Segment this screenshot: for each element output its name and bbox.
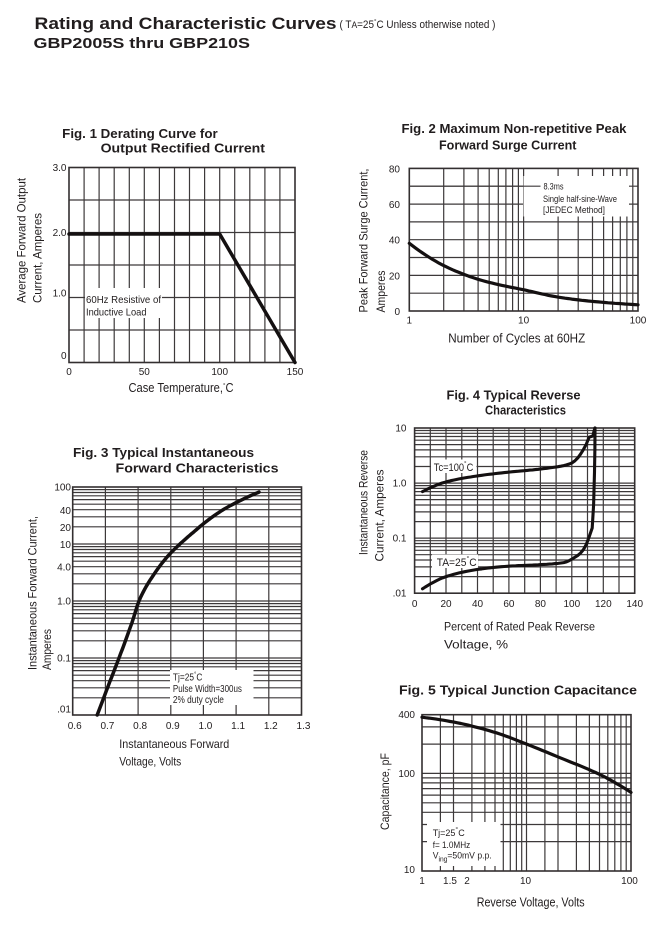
svg-text:8.3ms: 8.3ms bbox=[544, 181, 564, 191]
svg-text:80: 80 bbox=[389, 164, 401, 175]
svg-text:0.8: 0.8 bbox=[133, 721, 147, 732]
svg-text:120: 120 bbox=[595, 599, 612, 610]
svg-text:GBP2005S thru GBP210S: GBP2005S thru GBP210S bbox=[34, 35, 251, 52]
svg-text:Fig. 5 Typical Junction Capaci: Fig. 5 Typical Junction Capacitance bbox=[399, 683, 637, 698]
svg-text:Voltage, %: Voltage, % bbox=[444, 638, 508, 652]
svg-text:1.0: 1.0 bbox=[198, 721, 212, 732]
svg-text:0: 0 bbox=[394, 307, 400, 318]
svg-text:40: 40 bbox=[60, 506, 72, 517]
svg-text:150: 150 bbox=[287, 367, 304, 378]
svg-text:Amperes: Amperes bbox=[374, 271, 388, 313]
svg-text:Amperes: Amperes bbox=[40, 629, 54, 670]
svg-text:1.0: 1.0 bbox=[53, 289, 67, 300]
svg-text:2% duty cycle: 2% duty cycle bbox=[173, 695, 224, 706]
svg-text:60: 60 bbox=[503, 599, 515, 610]
svg-text:10: 10 bbox=[520, 876, 532, 887]
svg-text:Instantaneous Reverse: Instantaneous Reverse bbox=[357, 450, 371, 555]
svg-text:Case Temperature,°C: Case Temperature,°C bbox=[129, 381, 234, 395]
svg-text:0: 0 bbox=[66, 367, 72, 378]
svg-text:Forward Surge Current: Forward Surge Current bbox=[439, 138, 577, 153]
svg-text:20: 20 bbox=[60, 523, 72, 534]
svg-text:0.1: 0.1 bbox=[57, 654, 71, 665]
svg-text:Tj=25°C: Tj=25°C bbox=[173, 671, 203, 684]
svg-text:80: 80 bbox=[535, 599, 547, 610]
svg-text:0.7: 0.7 bbox=[100, 721, 114, 732]
svg-text:Output Rectified Current: Output Rectified Current bbox=[101, 141, 266, 156]
svg-text:Tj=25°C: Tj=25°C bbox=[433, 826, 465, 838]
svg-text:100: 100 bbox=[621, 876, 638, 887]
svg-text:Reverse Voltage, Volts: Reverse Voltage, Volts bbox=[477, 896, 585, 910]
svg-text:1.0: 1.0 bbox=[57, 597, 71, 608]
svg-text:40: 40 bbox=[472, 599, 484, 610]
svg-text:.01: .01 bbox=[57, 705, 71, 716]
svg-text:Instantaneous Forward: Instantaneous Forward bbox=[119, 737, 229, 751]
svg-text:Average Forward Output: Average Forward Output bbox=[15, 177, 29, 303]
svg-text:1.2: 1.2 bbox=[264, 721, 278, 732]
svg-text:[JEDEC Method]: [JEDEC Method] bbox=[543, 205, 605, 215]
svg-text:10: 10 bbox=[60, 540, 72, 551]
svg-text:Current, Amperes: Current, Amperes bbox=[31, 213, 45, 303]
svg-text:60: 60 bbox=[389, 200, 401, 211]
svg-text:100: 100 bbox=[630, 316, 647, 327]
svg-text:1.1: 1.1 bbox=[231, 721, 245, 732]
svg-text:100: 100 bbox=[54, 483, 71, 494]
svg-text:1: 1 bbox=[419, 876, 425, 887]
svg-text:2: 2 bbox=[464, 876, 470, 887]
svg-text:.01: .01 bbox=[393, 589, 407, 600]
svg-text:60Hz Resistive of: 60Hz Resistive of bbox=[86, 294, 161, 306]
svg-text:1: 1 bbox=[407, 316, 413, 327]
svg-text:1.3: 1.3 bbox=[297, 721, 311, 732]
svg-text:Number of Cycles at 60HZ: Number of Cycles at 60HZ bbox=[448, 332, 585, 346]
svg-text:50: 50 bbox=[139, 367, 151, 378]
svg-text:Tc=100°C: Tc=100°C bbox=[434, 459, 474, 474]
svg-text:100: 100 bbox=[398, 769, 415, 780]
svg-text:Peak Forward Surge Current,: Peak Forward Surge Current, bbox=[357, 169, 371, 313]
svg-text:1.0: 1.0 bbox=[393, 479, 407, 490]
svg-text:40: 40 bbox=[389, 236, 401, 247]
svg-text:Capacitance, pF: Capacitance, pF bbox=[378, 753, 392, 830]
svg-text:2.0: 2.0 bbox=[53, 228, 67, 239]
svg-text:Percent of Rated Peak Reverse: Percent of Rated Peak Reverse bbox=[444, 620, 595, 634]
svg-text:0.1: 0.1 bbox=[393, 534, 407, 545]
svg-text:100: 100 bbox=[563, 599, 580, 610]
svg-text:Fig. 2 Maximum Non-repetitive: Fig. 2 Maximum Non-repetitive Peak bbox=[402, 121, 628, 136]
svg-text:Fig. 1 Derating Curve for: Fig. 1 Derating Curve for bbox=[62, 126, 218, 141]
svg-text:Fig. 4 Typical Reverse: Fig. 4 Typical Reverse bbox=[447, 388, 581, 403]
svg-text:Instantaneous Forward Current,: Instantaneous Forward Current, bbox=[26, 516, 40, 670]
svg-text:0: 0 bbox=[412, 599, 418, 610]
svg-text:100: 100 bbox=[211, 367, 228, 378]
svg-text:20: 20 bbox=[389, 271, 401, 282]
svg-text:3.0: 3.0 bbox=[53, 163, 67, 174]
svg-text:( TA=25°C Unless otherwise not: ( TA=25°C Unless otherwise noted ) bbox=[340, 18, 496, 31]
svg-text:f= 1.0MHz: f= 1.0MHz bbox=[433, 840, 471, 850]
svg-text:1.5: 1.5 bbox=[443, 876, 457, 887]
svg-text:Fig. 3 Typical Instantaneous: Fig. 3 Typical Instantaneous bbox=[73, 445, 254, 460]
svg-text:Voltage, Volts: Voltage, Volts bbox=[119, 755, 181, 769]
svg-text:10: 10 bbox=[404, 865, 416, 876]
svg-text:140: 140 bbox=[626, 599, 643, 610]
svg-text:TA=25°C: TA=25°C bbox=[437, 554, 477, 569]
svg-text:Pulse Width=300us: Pulse Width=300us bbox=[173, 684, 242, 695]
svg-text:0.6: 0.6 bbox=[68, 721, 82, 732]
svg-text:400: 400 bbox=[398, 710, 415, 721]
svg-text:Forward Characteristics: Forward Characteristics bbox=[116, 461, 279, 476]
svg-text:Ving=50mV p.p.: Ving=50mV p.p. bbox=[433, 851, 492, 864]
svg-text:10: 10 bbox=[395, 424, 407, 435]
svg-text:4.0: 4.0 bbox=[57, 563, 71, 574]
svg-text:Single half-sine-Wave: Single half-sine-Wave bbox=[543, 194, 617, 204]
svg-text:Characteristics: Characteristics bbox=[485, 403, 566, 418]
svg-text:0: 0 bbox=[61, 351, 67, 362]
svg-text:10: 10 bbox=[518, 316, 530, 327]
svg-text:Current, Amperes: Current, Amperes bbox=[373, 470, 387, 562]
svg-text:Inductive Load: Inductive Load bbox=[86, 307, 147, 319]
svg-text:Rating and Characteristic Curv: Rating and Characteristic Curves bbox=[35, 15, 337, 33]
svg-text:20: 20 bbox=[440, 599, 452, 610]
svg-text:0.9: 0.9 bbox=[166, 721, 180, 732]
